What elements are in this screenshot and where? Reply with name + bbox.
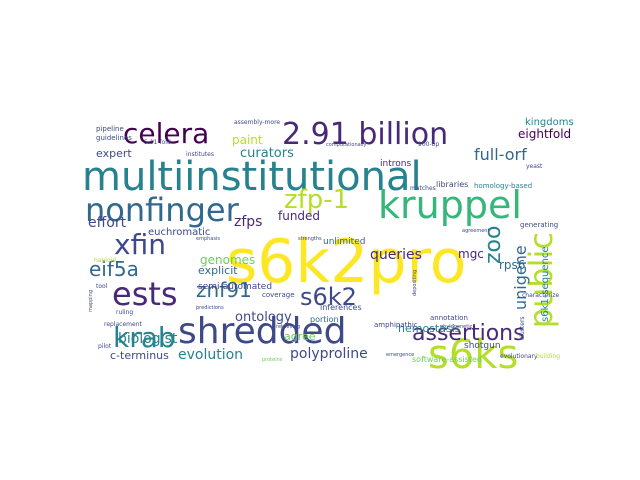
word-public: public (522, 232, 560, 328)
word-s6k1-sequence: s6k1-sequence (540, 246, 551, 322)
word-evolutionary: evolutionary (500, 353, 538, 360)
word-celera: celera (123, 117, 209, 150)
word-ests: ests (112, 275, 178, 313)
word-funded: funded (278, 209, 320, 223)
word-emphasis: emphasis (196, 236, 220, 242)
word-libraries: libraries (436, 180, 468, 189)
word-homology-based: homology-based (474, 182, 532, 190)
word-genomes: genomes (200, 253, 255, 267)
word-kingdoms: kingdoms (525, 117, 574, 128)
word-s6ks: s6ks (428, 332, 518, 378)
word-pipeline: pipeline (96, 125, 124, 133)
word-computationally: computationally (326, 142, 366, 148)
word-zoo: zoo (481, 226, 506, 264)
word-s6k2: s6k2 (300, 283, 357, 311)
word-eightfold: eightfold (518, 127, 571, 141)
word-pilot: pilot (98, 343, 112, 350)
word-s6k2pro: s6k2pro (226, 227, 467, 297)
word-c-terminus: c-terminus (110, 349, 169, 362)
word-effort: effort (88, 215, 127, 231)
word-emergence: emergence (386, 352, 414, 358)
word-mapping: mapping (88, 290, 94, 312)
word-haploid: haploid (94, 257, 116, 264)
word-assembly-more: assembly-more (234, 119, 280, 126)
word-amphipathic: amphipathic (374, 321, 418, 329)
word-ruling: ruling (116, 309, 133, 316)
word-euchromatic: euchromatic (148, 227, 210, 238)
word-retrieving: retrieving (276, 324, 300, 330)
word-zfp-1: zfp-1 (284, 185, 349, 215)
word-mgc: mgc (458, 247, 484, 261)
word-znf91: znf91 (196, 278, 252, 302)
word-depositing: depositing (412, 270, 418, 296)
word-curators: curators (240, 146, 294, 161)
word-unlimited: unlimited (323, 237, 365, 247)
word-software-assisted: software-assisted (412, 355, 482, 364)
word-inferences: inferences (320, 303, 362, 312)
word-eif5a: eif5a (89, 257, 139, 281)
word-strengths: strengths (298, 236, 322, 242)
word-matches: matches (410, 185, 436, 192)
word-generating: generating (520, 221, 558, 229)
word-building: building (536, 353, 560, 360)
word-clusters: clusters (519, 316, 526, 340)
word-phylogenetic: phylogenetic (440, 324, 473, 330)
word-5-11-fold: 5.11-fold (144, 139, 171, 146)
word-polyproline: polyproline (290, 346, 368, 362)
word-guidelines: guidelines (96, 134, 132, 142)
word-characterize: characterize (522, 292, 560, 299)
word-evolution: evolution (178, 347, 243, 363)
word-full-orf: full-orf (474, 145, 527, 164)
word-predictions: predictions (196, 305, 224, 311)
word-shotgun: shotgun (464, 341, 501, 351)
word-agree: agree (284, 330, 316, 343)
word-queries: queries (370, 247, 422, 263)
word-annotation: annotation (430, 314, 468, 322)
word-2-91-billion: 2.91 billion (282, 117, 448, 152)
word-proteins: proteins (262, 357, 283, 363)
word-ontology: ontology (235, 310, 292, 325)
word-yeast: yeast (526, 163, 543, 170)
word-tool: tool (96, 283, 108, 290)
word-xfin: xfin (114, 228, 166, 261)
word-semi-automated: semi-automated (198, 282, 272, 292)
word-rps6: rps6 (499, 258, 525, 272)
word-100-bp: 100-bp (418, 141, 439, 148)
word-assertions: assertions (412, 321, 525, 346)
word-shredded: shredded (178, 311, 346, 352)
word-portion: portion (310, 315, 339, 324)
word-krab: krab (113, 321, 176, 354)
word-nonfinger: nonfinger (85, 191, 240, 229)
word-multiinstitutional: multiinstitutional (82, 154, 422, 200)
word-paint: paint (232, 133, 263, 147)
word-unigene: unigene (511, 245, 530, 310)
word-explicit: explicit (198, 264, 238, 277)
word-expert: expert (96, 147, 132, 160)
word-introns: introns (380, 159, 411, 169)
word-zfps: zfps (234, 214, 262, 230)
word-coverage: coverage (262, 291, 295, 299)
word-institutes: institutes (186, 151, 214, 158)
word-hemostasis: hemostasis (398, 322, 461, 335)
word-replacement: replacement (104, 321, 143, 328)
word-agreement: agreement (462, 228, 489, 234)
word-kruppel: kruppel (378, 183, 522, 227)
word-biologist: biologist (118, 331, 178, 347)
